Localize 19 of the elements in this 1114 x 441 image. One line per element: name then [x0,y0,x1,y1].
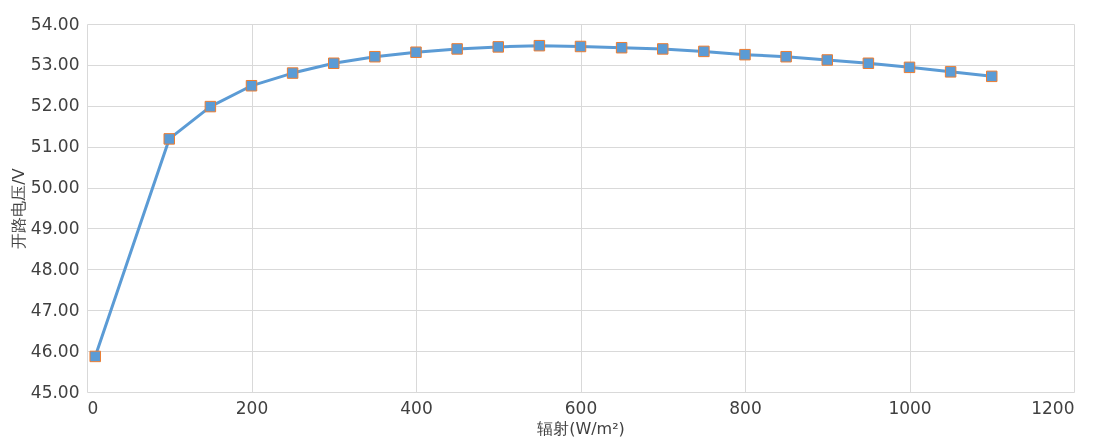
x-tick-label: 200 [235,397,269,418]
y-tick-label: 54.00 [30,13,80,34]
y-tick-label: 47.00 [30,299,80,320]
y-tick-label: 49.00 [30,217,80,238]
y-axis-title: 开路电压/V [8,168,28,249]
x-tick-label: 1200 [1031,397,1075,418]
x-axis-title: 辐射(W/m²) [537,418,625,438]
y-tick-label: 53.00 [30,54,80,75]
x-tick-label: 1000 [888,397,932,418]
y-tick-label: 52.00 [30,95,80,116]
x-tick-label: 0 [87,397,99,418]
y-tick-label: 46.00 [30,340,80,361]
y-tick-label: 51.00 [30,136,80,157]
y-tick-label: 50.00 [30,177,80,198]
y-tick-label: 48.00 [30,258,80,279]
x-tick-label: 600 [564,397,598,418]
y-tick-label: 45.00 [30,381,80,402]
x-tick-label: 800 [729,397,762,418]
x-tick-label: 400 [400,397,433,418]
